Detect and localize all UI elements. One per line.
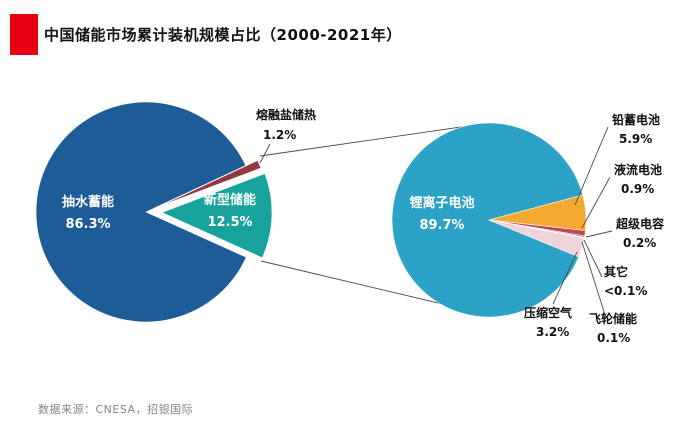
label-new-type-storage: 新型储能 <box>204 192 256 208</box>
value-lead-acid: 5.9% <box>619 132 652 146</box>
brand-logo <box>10 14 38 55</box>
chart-title: 中国储能市场累计装机规模占比（2000-2021年） <box>44 26 402 44</box>
value-lithium-ion: 89.7% <box>419 218 464 233</box>
label-lithium-ion: 锂离子电池 <box>409 195 474 211</box>
pie-breakdown <box>391 122 587 318</box>
label-compressed-air: 压缩空气 <box>524 305 572 320</box>
value-compressed-air: 3.2% <box>536 325 569 339</box>
leader-other <box>583 239 603 278</box>
label-pumped-hydro: 抽水蓄能 <box>62 194 114 210</box>
data-source-note: 数据来源：CNESA，招银国际 <box>38 403 194 416</box>
leader-flywheel <box>581 241 607 319</box>
label-other: 其它 <box>604 264 628 279</box>
label-flow-battery: 液流电池 <box>614 162 662 177</box>
value-pumped-hydro: 86.3% <box>65 217 110 232</box>
value-molten-salt: 1.2% <box>263 128 296 142</box>
slice-new-type-storage <box>161 173 273 259</box>
leader-lines <box>259 126 613 319</box>
slice-lithium-ion <box>391 122 584 318</box>
connector-top <box>259 125 469 157</box>
slice-pumped-hydro <box>35 101 247 323</box>
label-supercapacitor: 超级电容 <box>615 216 664 231</box>
label-flywheel: 飞轮储能 <box>589 311 637 326</box>
leader-compressed-air <box>552 251 578 305</box>
leader-lead-acid <box>574 126 609 206</box>
pie-overall <box>35 101 273 323</box>
slice-compressed-air <box>488 219 585 258</box>
value-supercapacitor: 0.2% <box>623 236 656 250</box>
leader-flow-battery <box>581 176 611 229</box>
value-flywheel: 0.1% <box>597 331 630 345</box>
value-other: <0.1% <box>604 284 647 298</box>
slice-labels: 抽水蓄能 86.3% 新型储能 12.5% 熔融盐储热 1.2% 锂离子电池 8… <box>62 107 664 345</box>
leader-supercapacitor <box>585 230 613 238</box>
label-molten-salt: 熔融盐储热 <box>256 107 316 122</box>
label-lead-acid: 铅蓄电池 <box>611 112 660 127</box>
value-new-type-storage: 12.5% <box>207 215 252 230</box>
leader-molten-salt <box>259 143 271 164</box>
value-flow-battery: 0.9% <box>621 182 654 196</box>
slice-molten-salt-thermal <box>157 160 262 208</box>
